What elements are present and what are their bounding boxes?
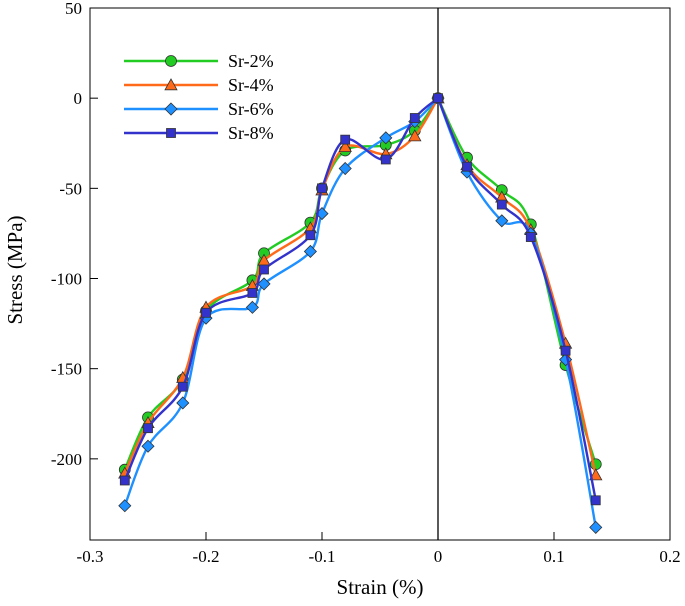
legend-marker (165, 55, 177, 67)
data-point (176, 396, 190, 410)
data-point (141, 439, 155, 453)
legend-item: Sr-4% (124, 75, 274, 95)
x-tick-label: 0.1 (543, 547, 564, 566)
data-point (201, 307, 211, 318)
legend-item: Sr-2% (124, 51, 274, 71)
plot-area-border (89, 7, 671, 541)
y-tick-label: -150 (51, 360, 82, 379)
data-point (433, 93, 443, 104)
data-point (338, 140, 352, 153)
series-line-tension (436, 97, 597, 501)
data-point (317, 183, 327, 194)
x-tick-label: -0.1 (309, 547, 336, 566)
data-point (408, 129, 422, 142)
y-tick-label: 0 (74, 89, 83, 108)
data-point (560, 345, 571, 356)
ticks-layer: -0.3 -0.2 -0.1 0 0.1 0.2 -200 -150 -100 -50 0 50 (51, 0, 681, 566)
y-tick-label: -50 (59, 179, 82, 198)
y-tick-label: -200 (51, 450, 82, 469)
data-point (525, 232, 536, 242)
data-point (257, 277, 271, 291)
data-point (247, 288, 258, 298)
data-point (118, 499, 132, 513)
data-point (340, 134, 351, 145)
x-tick-label: -0.3 (77, 547, 104, 566)
series-sr-2- (118, 92, 602, 476)
data-point (590, 495, 601, 506)
data-point (338, 161, 352, 176)
series-line-tension (436, 97, 597, 528)
legend: Sr-2% Sr-4% Sr-6% Sr-8% (124, 51, 274, 143)
x-tick-label: -0.2 (193, 547, 220, 566)
legend-item: Sr-6% (124, 99, 274, 119)
data-point (379, 131, 393, 145)
data-point (303, 244, 317, 259)
data-point (380, 154, 391, 165)
legend-label: Sr-4% (228, 75, 274, 95)
legend-marker (164, 78, 178, 91)
y-tick-label: 50 (65, 0, 82, 18)
legend-label: Sr-2% (228, 51, 274, 71)
data-point (589, 520, 603, 534)
x-axis-title: Strain (%) (337, 575, 424, 599)
data-point (496, 199, 507, 210)
data-point (462, 161, 472, 172)
data-point (259, 264, 269, 275)
x-tick-label: 0 (434, 547, 443, 566)
series-line-compression (123, 97, 439, 481)
series-line-compression (123, 97, 439, 507)
series-sr-8- (119, 93, 601, 506)
data-point (409, 113, 420, 123)
legend-label: Sr-8% (228, 123, 274, 143)
data-point (589, 468, 603, 481)
legend-marker (166, 128, 176, 138)
legend-label: Sr-6% (228, 99, 274, 119)
legend-item: Sr-8% (124, 123, 274, 143)
series-sr-4- (118, 91, 603, 481)
data-point (305, 230, 316, 241)
data-point (245, 300, 259, 314)
y-axis-title: Stress (MPa) (3, 215, 27, 324)
data-point (495, 214, 509, 228)
data-point (119, 475, 130, 486)
x-tick-label: 0.2 (659, 547, 680, 566)
data-point (177, 381, 188, 392)
legend-marker (164, 102, 178, 116)
y-tick-label: -100 (51, 270, 82, 289)
series-layer (118, 91, 603, 534)
series-line-compression (123, 97, 440, 474)
series-sr-6- (118, 91, 603, 534)
data-point (143, 423, 153, 434)
